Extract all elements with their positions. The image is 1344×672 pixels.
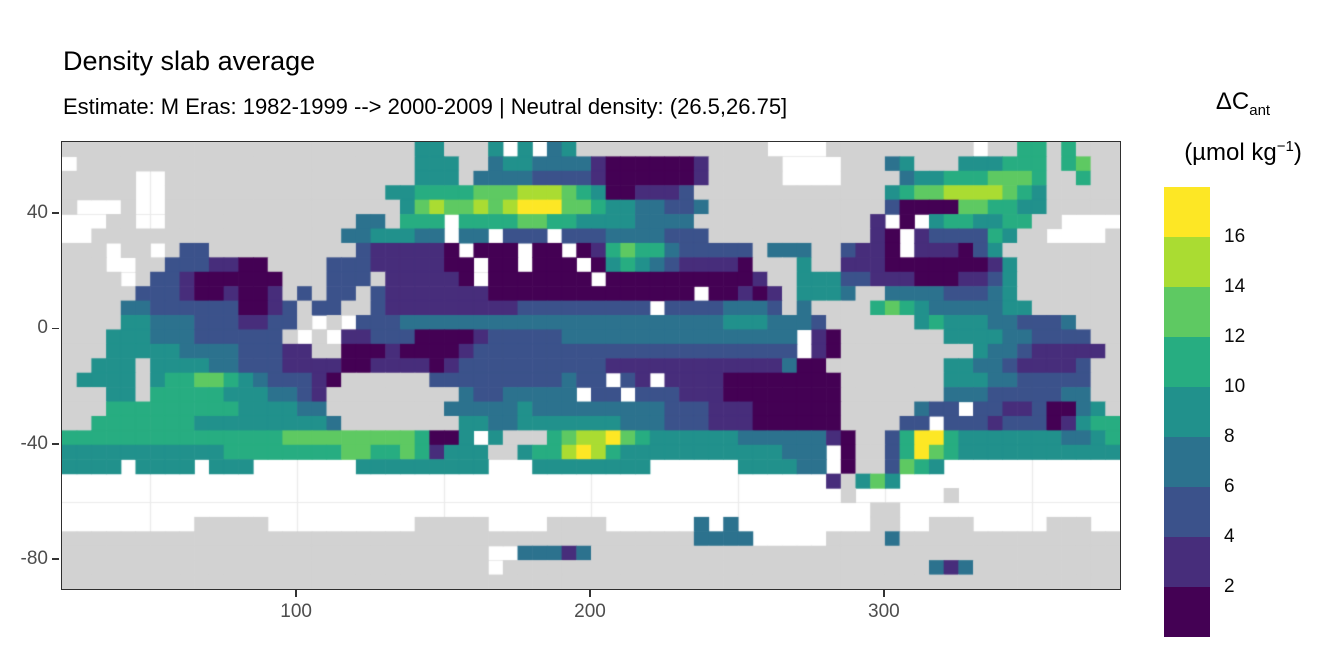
colorbar-swatch (1164, 487, 1210, 537)
colorbar-swatch (1164, 287, 1210, 337)
y-axis-tick (52, 443, 59, 445)
colorbar-label: 8 (1224, 426, 1235, 447)
colorbar-swatch (1164, 387, 1210, 437)
colorbar (1164, 187, 1210, 637)
y-axis-tick-label: -80 (20, 548, 48, 570)
legend-units: (µmol kg−1) (1184, 138, 1302, 166)
colorbar-label: 4 (1224, 526, 1235, 547)
legend-title: ΔCant (1215, 88, 1271, 119)
x-axis-tick (883, 590, 885, 597)
y-axis-tick-label: 40 (26, 202, 48, 224)
plot-title: Density slab average (63, 46, 316, 76)
colorbar-swatch (1164, 237, 1210, 287)
y-axis-tick-label: -40 (20, 432, 48, 454)
colorbar-label: 16 (1224, 226, 1246, 247)
y-axis-tick-label: 0 (37, 317, 48, 339)
colorbar-swatch (1164, 587, 1210, 637)
x-axis-tick-label: 100 (280, 601, 312, 622)
colorbar-label: 14 (1224, 276, 1246, 297)
x-axis-tick (295, 590, 297, 597)
plot-subtitle: Estimate: M Eras: 1982-1999 --> 2000-200… (63, 94, 788, 119)
colorbar-swatch (1164, 187, 1210, 237)
map-panel (61, 141, 1121, 590)
y-axis-tick (52, 212, 59, 214)
colorbar-label: 10 (1224, 376, 1246, 397)
colorbar-label: 6 (1224, 476, 1235, 497)
y-axis-tick (52, 327, 59, 330)
x-axis-tick-label: 200 (574, 601, 606, 622)
colorbar-label: 12 (1224, 326, 1246, 347)
x-axis-tick (589, 590, 591, 597)
x-axis-tick-label: 300 (868, 601, 900, 622)
colorbar-swatch (1164, 437, 1210, 487)
colorbar-label: 2 (1224, 576, 1235, 597)
world-raster-map (62, 142, 1120, 589)
colorbar-swatch (1164, 337, 1210, 387)
colorbar-swatch (1164, 537, 1210, 587)
y-axis-tick (52, 558, 59, 560)
